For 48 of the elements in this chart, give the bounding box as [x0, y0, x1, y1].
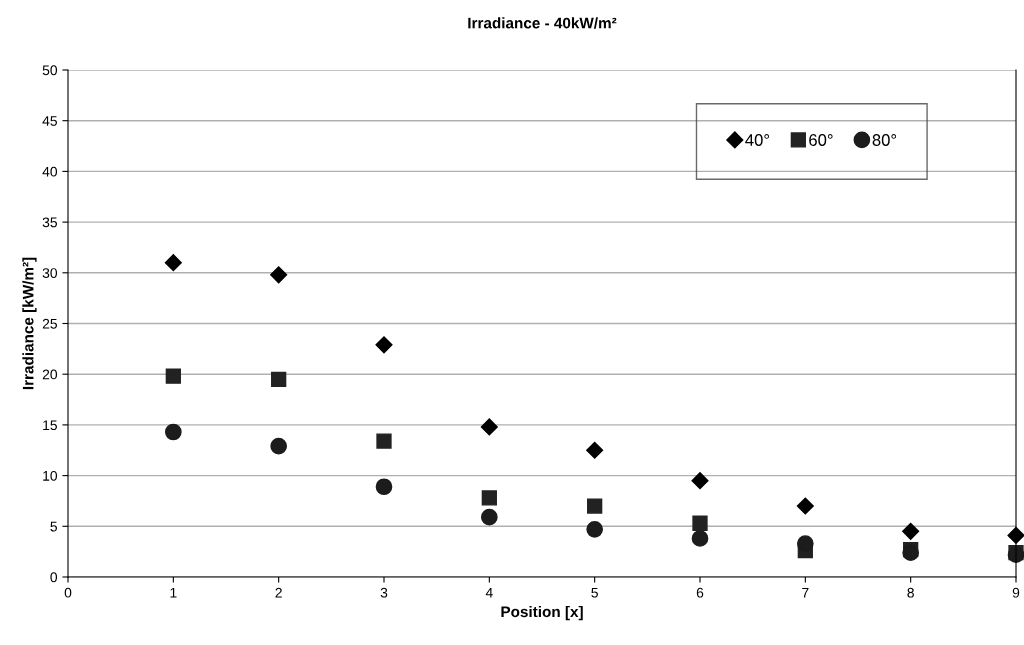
- y-tick-label: 20: [42, 369, 58, 380]
- y-axis-title: Irradiance [kW/m²]: [22, 257, 37, 390]
- point: [586, 441, 604, 459]
- legend-label: 80°: [872, 134, 897, 146]
- point: [692, 515, 708, 531]
- point: [164, 423, 182, 441]
- y-tick-label: 0: [50, 572, 58, 583]
- x-tick-label: 7: [802, 587, 809, 598]
- point: [902, 522, 920, 540]
- point: [270, 437, 288, 455]
- y-tick-label: 35: [42, 217, 57, 228]
- y-tick-label: 5: [50, 521, 57, 532]
- point: [165, 368, 181, 384]
- y-tick-label: 25: [42, 318, 57, 329]
- y-tick-label: 50: [42, 65, 58, 76]
- legend-label: 40°: [745, 134, 770, 146]
- x-tick-label: 8: [907, 587, 914, 598]
- x-tick-label: 2: [275, 587, 282, 598]
- point: [376, 433, 392, 449]
- point: [375, 336, 393, 354]
- y-tick-label: 10: [43, 470, 58, 481]
- x-tick-label: 3: [380, 587, 388, 598]
- x-tick-label: 4: [485, 587, 493, 598]
- point: [271, 371, 287, 387]
- point: [481, 490, 497, 506]
- x-tick-label: 0: [64, 587, 72, 598]
- point: [796, 497, 814, 515]
- point: [587, 498, 603, 514]
- point: [586, 521, 604, 538]
- x-tick-label: 6: [696, 587, 704, 598]
- point: [691, 530, 709, 547]
- point: [796, 535, 814, 552]
- y-tick-label: 45: [42, 116, 57, 126]
- point: [480, 508, 498, 526]
- point: [164, 254, 182, 272]
- x-axis-title: Position [x]: [501, 605, 583, 621]
- point: [691, 472, 709, 490]
- point: [480, 418, 498, 436]
- point: [375, 478, 393, 496]
- y-tick-label: 30: [42, 268, 58, 278]
- x-tick-label: 1: [170, 587, 177, 598]
- y-tick-label: 15: [43, 420, 57, 431]
- point: [270, 266, 288, 284]
- chart-title: Irradiance - 40kW/m²: [468, 17, 617, 29]
- x-tick-label: 9: [1012, 587, 1020, 598]
- y-tick-label: 40: [42, 166, 58, 177]
- legend-label: 60°: [809, 134, 833, 146]
- x-tick-label: 5: [591, 587, 598, 598]
